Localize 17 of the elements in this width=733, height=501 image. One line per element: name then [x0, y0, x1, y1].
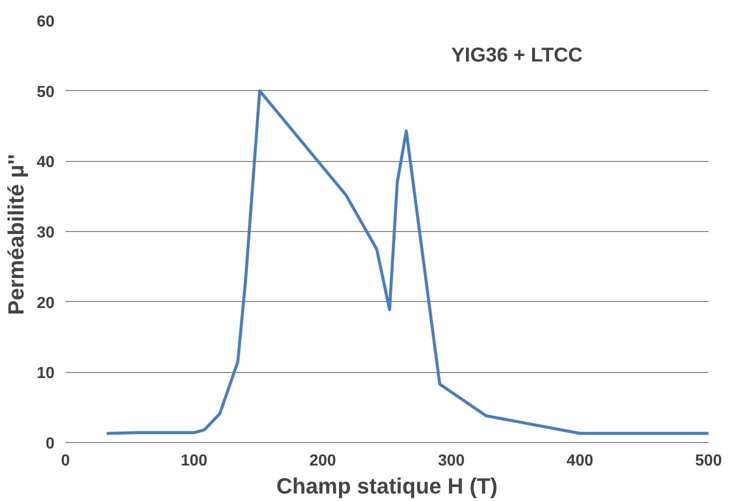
x-tick-label: 300	[438, 452, 465, 470]
text: YIG36 + LTCC	[451, 44, 583, 67]
x-tick-label: 0	[61, 452, 70, 470]
y-tick-label: 40	[36, 154, 55, 172]
x-axis-title: Champ statique H (T)	[276, 474, 498, 498]
y-tick-label: 60	[36, 14, 55, 30]
line-series	[105, 89, 708, 435]
x-tick-label: 200	[309, 452, 336, 470]
y-tick-label: 50	[36, 84, 55, 101]
y-tick-label: 0	[46, 436, 55, 452]
y-axis-title: Perméabilité μ''	[4, 154, 29, 315]
y-tick-label: 10	[36, 365, 55, 382]
x-tick-label: 500	[695, 452, 722, 470]
x-tick-label: 100	[180, 452, 208, 470]
x-tick-label: 400	[566, 452, 594, 470]
y-tick-label: 20	[36, 294, 55, 312]
y-tick-label: 30	[36, 224, 55, 242]
